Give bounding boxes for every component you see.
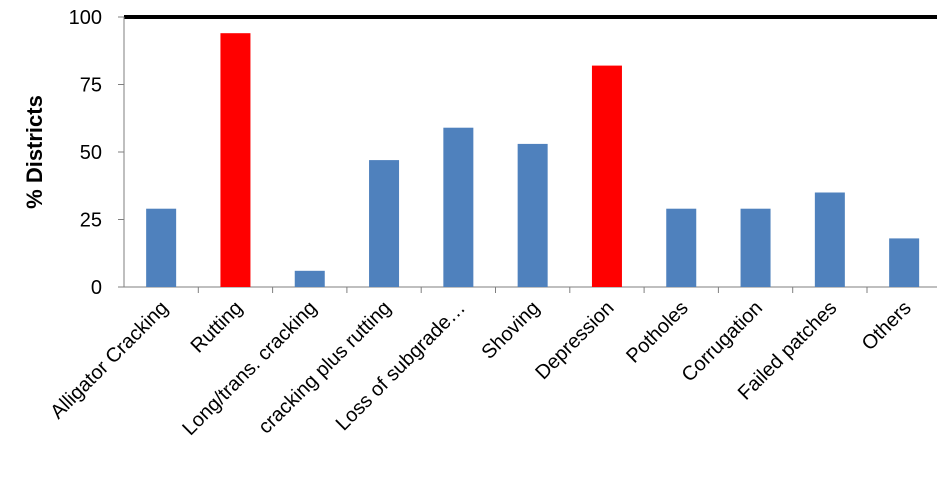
bar bbox=[369, 160, 400, 287]
y-tick-label: 75 bbox=[80, 75, 102, 97]
x-tick-label: Alligator Cracking bbox=[46, 297, 172, 423]
y-tick-label: 0 bbox=[91, 277, 102, 299]
bar bbox=[666, 208, 697, 287]
y-tick-label: 50 bbox=[80, 142, 102, 164]
bar bbox=[814, 192, 845, 287]
bar bbox=[220, 33, 251, 288]
bar bbox=[146, 208, 177, 287]
bar bbox=[517, 143, 548, 287]
bar bbox=[443, 127, 474, 287]
x-tick-label: cracking plus rutting bbox=[254, 297, 395, 438]
x-tick-label: Rutting bbox=[187, 297, 247, 357]
bar bbox=[591, 65, 622, 287]
bar bbox=[294, 270, 325, 287]
x-tick-label: Long/trans. cracking bbox=[178, 297, 321, 440]
y-axis-label: % Districts bbox=[22, 95, 47, 209]
y-axis-ticks: 0 25 50 75 100 bbox=[69, 7, 124, 299]
y-tick-label: 25 bbox=[80, 210, 102, 232]
y-tick-label: 100 bbox=[69, 7, 102, 29]
x-tick-label: Loss of subgrade… bbox=[332, 297, 470, 435]
x-tick-label: Others bbox=[858, 297, 916, 355]
bar bbox=[740, 208, 771, 287]
x-tick-label: Potholes bbox=[622, 297, 693, 368]
x-tick-label: Shoving bbox=[478, 297, 545, 364]
x-tick-label: Depression bbox=[531, 297, 618, 384]
bar bbox=[889, 238, 920, 287]
bars bbox=[146, 33, 920, 288]
